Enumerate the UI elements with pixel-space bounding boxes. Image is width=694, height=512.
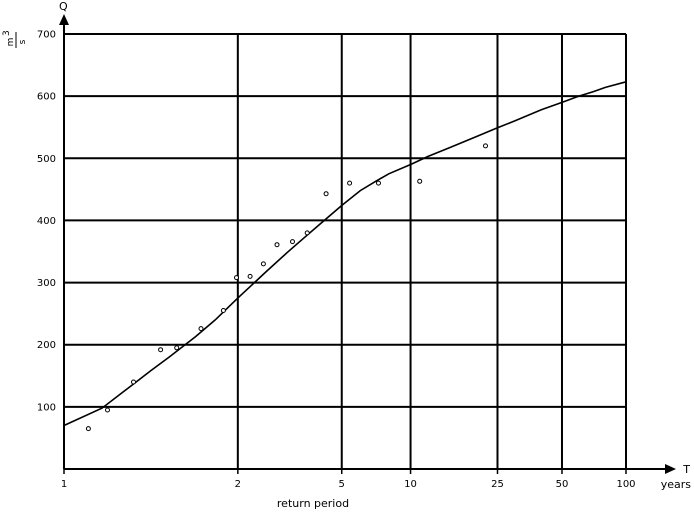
x-axis-arrow [665, 464, 676, 474]
y-tick-label: 400 [37, 216, 56, 227]
y-tick-label: 100 [37, 402, 56, 413]
points-layer [85, 143, 488, 432]
data-point [131, 379, 136, 385]
y-tick-label: 700 [37, 30, 56, 41]
y-axis-unit: m 3 s [2, 30, 28, 48]
x-tick-label: 25 [491, 479, 504, 490]
fitted-curve [63, 81, 627, 427]
y-unit-numerator: m [6, 38, 16, 47]
data-point [483, 143, 488, 149]
data-point [290, 239, 295, 245]
y-unit-exponent: 3 [2, 30, 12, 36]
x-tick-label: 1 [61, 479, 67, 490]
data-point [198, 326, 204, 332]
data-point [347, 180, 353, 186]
x-tick-label: 10 [404, 479, 417, 490]
y-tick-label: 500 [37, 154, 56, 165]
x-tick-label: 2 [235, 479, 241, 490]
x-tick-label: 50 [556, 479, 569, 490]
grid-layer [64, 33, 627, 469]
y-tick-label: 200 [37, 340, 56, 351]
y-tick-label: 600 [37, 92, 56, 103]
x-tick-label: 100 [616, 479, 635, 490]
y-unit-denominator: s [18, 39, 28, 44]
data-point [247, 273, 253, 279]
data-point [376, 180, 381, 186]
x-axis-title: return period [277, 497, 349, 510]
y-axis-symbol: Q [59, 0, 68, 13]
x-axis-symbol: T [682, 463, 690, 476]
y-axis-arrow [59, 14, 69, 25]
x-tick-label: 5 [339, 479, 345, 490]
y-tick-label: 300 [37, 278, 56, 289]
data-point [105, 407, 110, 413]
data-point [417, 178, 423, 184]
data-point [274, 242, 280, 248]
data-point [260, 261, 266, 267]
data-point [158, 347, 164, 353]
data-point [234, 275, 239, 281]
axes-layer [59, 14, 676, 474]
data-point [85, 426, 91, 432]
curve-layer [63, 81, 627, 427]
data-point [323, 191, 329, 197]
data-point [174, 345, 180, 351]
x-axis-unit: years [661, 478, 692, 491]
data-point [304, 230, 310, 236]
data-point [220, 308, 226, 313]
